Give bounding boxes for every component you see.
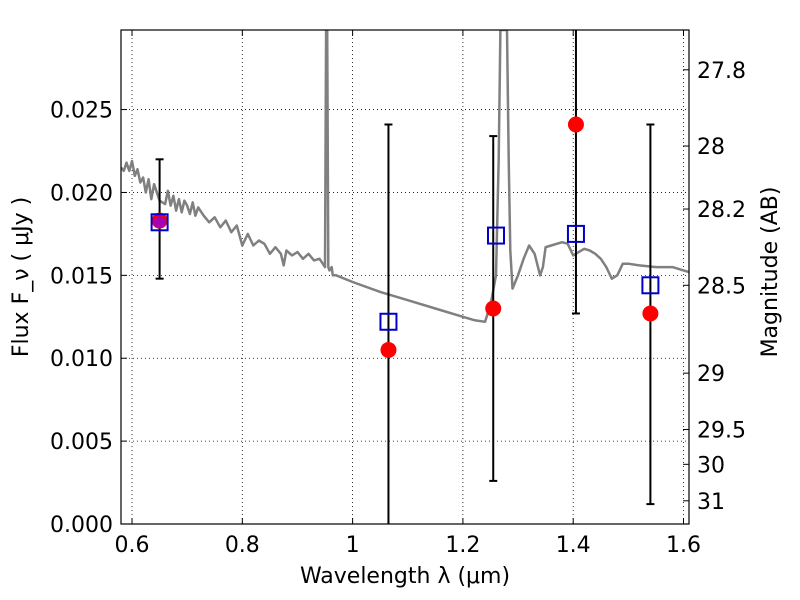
observed-point [380, 341, 397, 358]
x-tick-label: 1.6 [666, 533, 701, 558]
y-right-tick-label: 27.8 [697, 59, 746, 84]
y-tick-label: 0.010 [50, 347, 113, 372]
x-tick-label: 0.6 [115, 533, 150, 558]
y-right-tick-label: 28 [697, 135, 725, 160]
model-point [641, 276, 660, 295]
plot-frame [120, 29, 690, 525]
y-right-tick-label: 29.5 [697, 419, 746, 444]
observed-point [485, 300, 502, 317]
observed-point [567, 116, 584, 133]
grid [121, 30, 689, 525]
y-tick-label: 0.025 [50, 99, 113, 124]
y-tick-label: 0.005 [50, 430, 113, 455]
observed-point [642, 305, 659, 322]
model-point [566, 224, 585, 243]
y-right-tick-label: 28.2 [697, 198, 746, 223]
plot-area [121, 30, 689, 524]
y-axis-label: Flux F_ν ( μJy ) [9, 197, 34, 357]
x-tick-label: 1.2 [445, 533, 480, 558]
x-tick-label: 0.8 [225, 533, 260, 558]
x-axis-label: Wavelength λ (μm) [300, 564, 510, 589]
y-right-tick-label: 30 [697, 453, 725, 478]
model-point [486, 226, 505, 245]
y-right-tick-label: 31 [697, 490, 725, 515]
x-tick-label: 1 [346, 533, 360, 558]
model-point [379, 312, 398, 331]
model-spectrum-line [121, 30, 689, 324]
y-tick-label: 0.015 [50, 264, 113, 289]
y-right-tick-label: 28.5 [697, 274, 746, 299]
ticks: 0.6 0.8 1 1.2 1.4 1.6 0.000 0.005 0.010 0.015 0.02… [50, 30, 746, 558]
y-axis-right-label: Magnitude (AB) [758, 187, 783, 358]
overlap-point [153, 216, 166, 229]
y-tick-label: 0.020 [50, 181, 113, 206]
y-tick-label: 0.000 [50, 513, 113, 538]
x-tick-label: 1.4 [556, 533, 591, 558]
model-point [150, 213, 169, 232]
y-right-tick-label: 29 [697, 362, 725, 387]
